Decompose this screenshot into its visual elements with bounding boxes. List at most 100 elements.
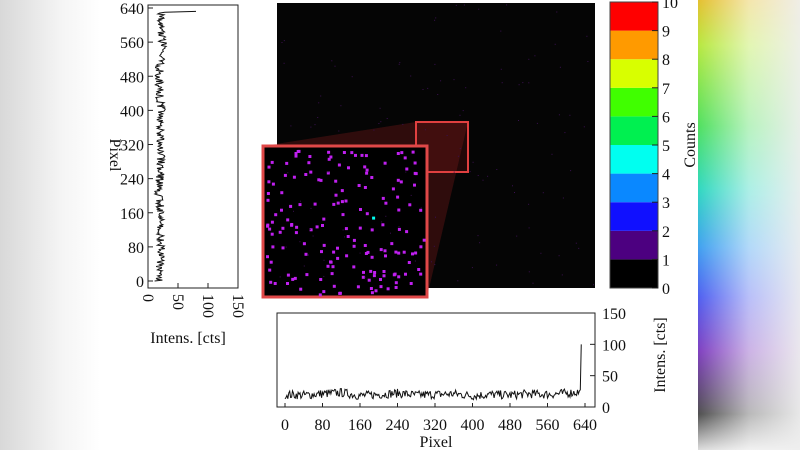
bottom-xtick-label: 640 [573, 417, 597, 434]
count-pixel [431, 261, 432, 263]
count-pixel [378, 123, 380, 124]
count-pixel [561, 274, 563, 276]
count-pixel [446, 135, 448, 136]
count-pixel [340, 200, 344, 204]
count-pixel [344, 199, 348, 203]
count-pixel [453, 171, 455, 173]
count-pixel [558, 255, 560, 257]
count-pixel [286, 282, 289, 285]
count-pixel [462, 110, 464, 112]
count-pixel [278, 230, 282, 234]
left-xtick-label: 150 [229, 294, 246, 318]
colorbar-segment [610, 202, 658, 231]
count-pixel [327, 150, 331, 154]
count-pixel [314, 124, 316, 126]
count-pixel [394, 286, 398, 289]
count-pixel [334, 65, 336, 67]
colorbar-tick-label: 10 [662, 0, 678, 12]
left-ylabel: Pixel [106, 139, 123, 172]
count-pixel [469, 171, 471, 173]
count-pixel [434, 264, 436, 266]
count-pixel [373, 271, 377, 274]
count-pixel [413, 171, 417, 175]
count-pixel [307, 161, 311, 165]
count-pixel [283, 173, 287, 177]
count-pixel [309, 228, 313, 232]
left-profile-line [153, 10, 197, 282]
count-pixel [366, 250, 370, 254]
count-pixel [370, 176, 374, 179]
count-pixel [332, 202, 336, 206]
count-pixel [327, 157, 331, 161]
count-pixel [270, 220, 274, 224]
left-xlabel: Intens. [cts] [150, 330, 226, 347]
count-pixel [318, 293, 322, 297]
count-pixel [340, 189, 344, 193]
count-pixel [394, 281, 398, 285]
count-pixel [304, 173, 308, 176]
count-pixel [319, 278, 323, 281]
count-pixel [396, 195, 400, 199]
count-pixel [320, 250, 323, 254]
count-pixel [271, 182, 275, 186]
count-pixel [267, 180, 271, 184]
count-pixel [570, 170, 572, 172]
count-pixel [554, 43, 556, 45]
count-pixel [360, 153, 364, 157]
count-pixel [293, 276, 297, 280]
count-pixel [518, 120, 519, 121]
colorbar-tick-label: 1 [662, 252, 670, 269]
blurred-background-right [698, 0, 800, 450]
count-pixel [308, 155, 312, 158]
count-pixel [420, 207, 422, 209]
count-pixel [370, 255, 374, 259]
count-pixel [299, 241, 301, 243]
count-pixel [269, 280, 273, 284]
left-ytick-label: 240 [120, 172, 144, 189]
count-pixel [453, 79, 455, 81]
count-pixel [455, 4, 457, 6]
count-pixel [299, 287, 303, 291]
count-pixel [405, 167, 409, 171]
count-pixel [280, 191, 284, 195]
count-pixel [303, 265, 305, 267]
count-pixel [403, 156, 407, 160]
count-pixel [501, 82, 503, 84]
count-pixel [294, 231, 298, 235]
count-pixel [358, 226, 362, 230]
count-pixel [345, 254, 349, 258]
count-pixel [478, 8, 480, 10]
colorbar-segment [610, 59, 658, 88]
count-pixel [322, 217, 326, 221]
count-pixel [294, 152, 298, 155]
count-pixel [459, 114, 461, 116]
bottom-xtick-label: 400 [461, 417, 485, 434]
count-pixel [381, 223, 385, 227]
count-pixel [394, 250, 398, 254]
count-pixel [297, 149, 301, 153]
count-pixel [367, 278, 371, 282]
count-pixel [271, 245, 275, 249]
colorbar-segment [610, 230, 658, 260]
count-pixel [363, 186, 367, 189]
count-pixel [318, 102, 320, 104]
count-pixel [283, 62, 285, 64]
bottom-ylabel: Intens. [cts] [652, 317, 669, 393]
count-pixel [341, 213, 345, 217]
count-pixel [391, 187, 395, 191]
count-pixel [379, 285, 383, 289]
count-pixel [291, 277, 295, 281]
count-pixel [285, 161, 289, 165]
count-pixel [331, 60, 333, 62]
count-pixel [279, 276, 281, 278]
bottom-xtick-label: 0 [281, 417, 289, 434]
count-pixel [382, 270, 386, 273]
count-pixel [326, 171, 330, 175]
left-ytick-label: 80 [128, 240, 144, 257]
count-pixel [500, 68, 502, 70]
count-pixel [281, 246, 285, 250]
count-pixel [518, 84, 520, 86]
count-pixel [332, 250, 336, 254]
count-pixel [381, 221, 383, 223]
bottom-ytick-label: 100 [602, 337, 626, 354]
